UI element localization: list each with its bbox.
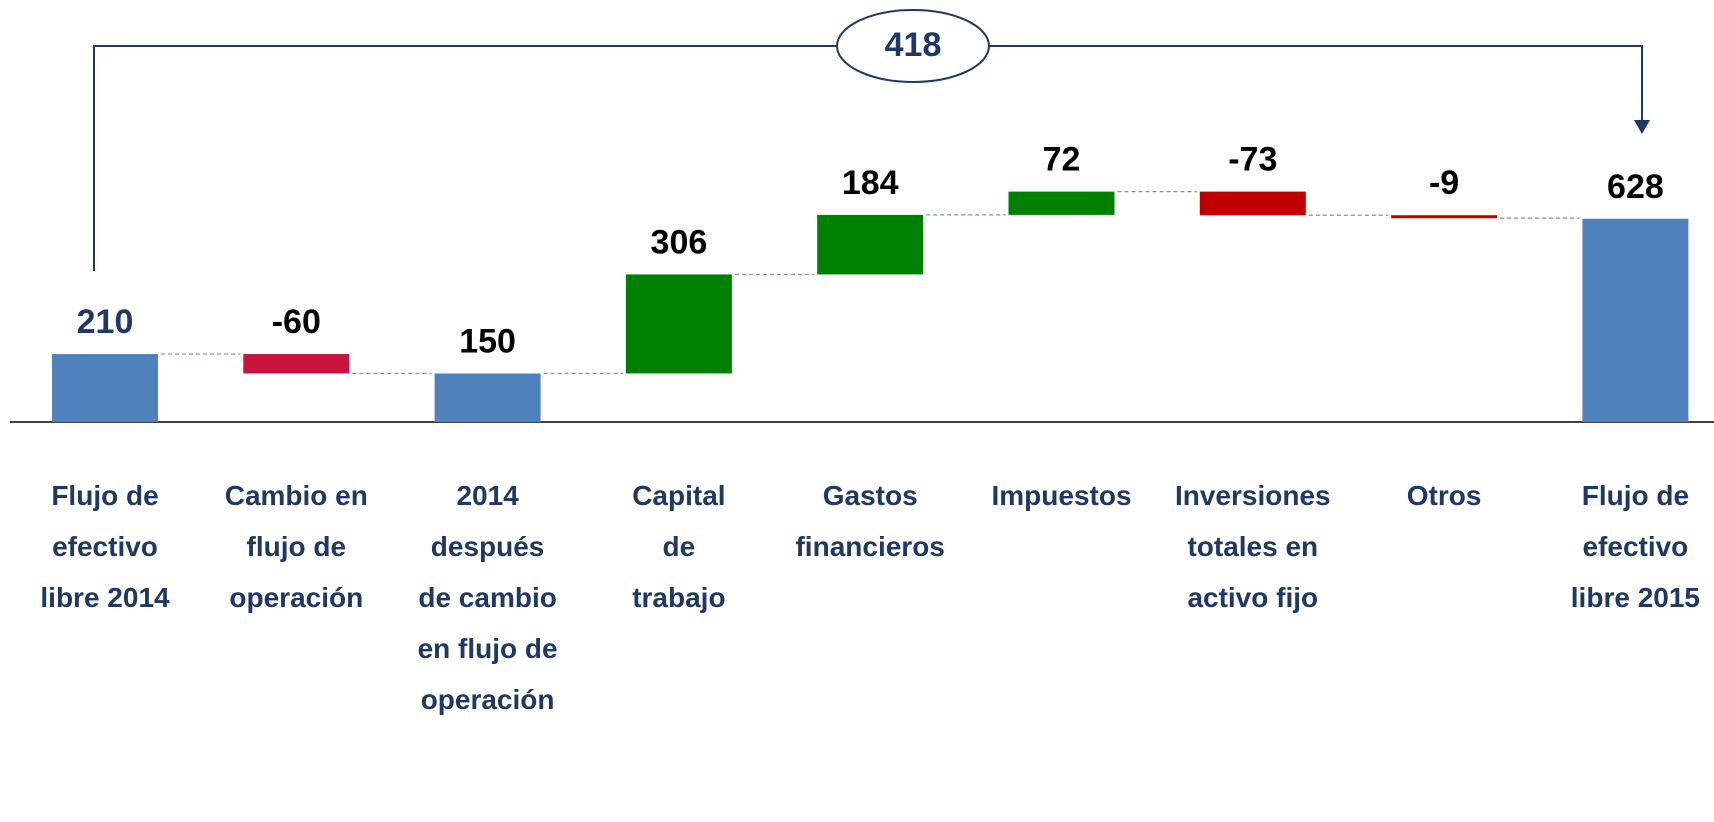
value-label: 72 — [1043, 141, 1081, 179]
bar — [243, 354, 350, 374]
value-label: 306 — [651, 223, 708, 261]
annotation-bubble — [836, 9, 990, 83]
category-label: 2014 después de cambio en flujo de opera… — [417, 480, 558, 715]
category-label: Otros — [1406, 480, 1482, 511]
category-label: Flujo de efectivo libre 2015 — [1570, 480, 1700, 613]
bar — [817, 214, 924, 275]
category-label: Impuestos — [991, 480, 1132, 511]
value-label: -73 — [1228, 141, 1277, 179]
bar — [434, 373, 541, 422]
category-label: Capital de trabajo — [632, 480, 726, 613]
bar — [1008, 191, 1115, 215]
category-label: Flujo de efectivo libre 2014 — [40, 480, 170, 613]
value-label: 150 — [459, 322, 516, 360]
bar — [1199, 191, 1306, 216]
bar — [1391, 215, 1498, 219]
category-label: Gastos financieros — [795, 480, 945, 562]
annotation: 418 — [885, 26, 942, 64]
bar — [1582, 218, 1689, 422]
category-label: Cambio en flujo de operación — [224, 480, 368, 613]
value-label: -9 — [1429, 164, 1459, 202]
arrow-head — [1634, 120, 1650, 134]
bar — [625, 274, 732, 374]
category-label: Inversiones totales en activo fijo — [1174, 480, 1331, 613]
bar — [52, 354, 158, 422]
value-label: 628 — [1607, 168, 1664, 206]
value-label: -60 — [272, 303, 321, 341]
value-label: 184 — [842, 164, 899, 202]
value-label: 210 — [77, 303, 134, 341]
